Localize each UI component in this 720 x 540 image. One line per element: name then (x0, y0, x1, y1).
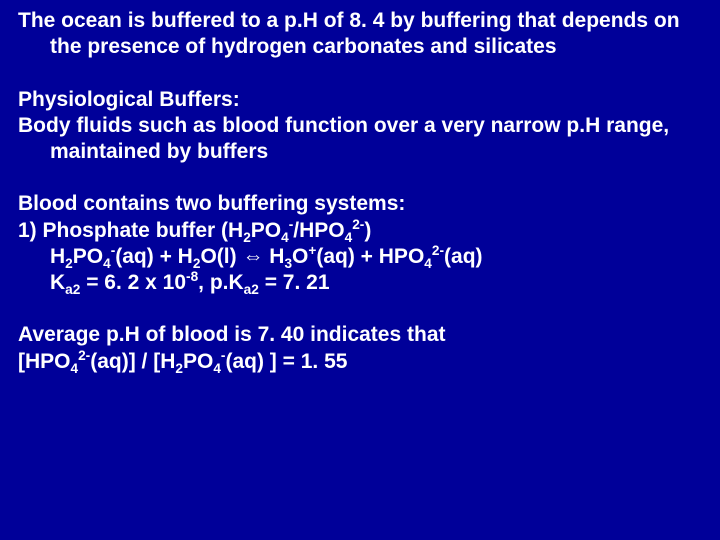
text: = 6. 2 x 10 (80, 271, 186, 294)
text-block: Body fluids such as blood function over … (18, 113, 702, 166)
text: (aq) ] = 1. 55 (225, 350, 347, 373)
superscript: -8 (186, 269, 198, 284)
subscript: 4 (71, 361, 79, 376)
text: 1) Phosphate buffer (H (18, 219, 243, 242)
text-line: The ocean is buffered to a p.H of 8. 4 b… (18, 9, 648, 32)
subscript: a2 (244, 282, 259, 297)
text: = 7. 21 (259, 271, 330, 294)
text: , p.K (198, 271, 244, 294)
subscript: 2 (175, 361, 183, 376)
text-block: The ocean is buffered to a p.H of 8. 4 b… (18, 8, 702, 61)
phosphate-buffer-line: 1) Phosphate buffer (H2PO4-/HPO42-) (18, 218, 702, 244)
text: /HPO (293, 219, 344, 242)
text: PO (251, 219, 281, 242)
text: O(l) (200, 245, 242, 268)
text: (aq)] / [H (90, 350, 175, 373)
paragraph-ocean: The ocean is buffered to a p.H of 8. 4 b… (18, 8, 702, 61)
equilibrium-arrow-icon: ⇔ (242, 245, 263, 268)
subscript: a2 (65, 282, 80, 297)
subscript: 4 (281, 230, 289, 245)
text-line: Body fluids such as blood function over … (18, 114, 600, 137)
text: (aq) + H (115, 245, 193, 268)
ratio-line: [HPO42-(aq)] / [H2PO4-(aq) ] = 1. 55 (18, 349, 702, 375)
subscript: 2 (65, 256, 73, 271)
subscript: 4 (213, 361, 221, 376)
text: O (292, 245, 308, 268)
text: (aq) + HPO (316, 245, 424, 268)
text: H (50, 245, 65, 268)
subscript: 4 (103, 256, 111, 271)
subscript: 3 (284, 256, 292, 271)
superscript: 2- (78, 348, 90, 363)
paragraph-blood-systems: Blood contains two buffering systems: 1)… (18, 191, 702, 296)
subscript: 4 (424, 256, 432, 271)
subscript: 2 (243, 230, 251, 245)
text: PO (73, 245, 103, 268)
text: ) (364, 219, 371, 242)
paragraph-physiological: Physiological Buffers: Body fluids such … (18, 87, 702, 166)
superscript: 2- (352, 217, 364, 232)
heading-line: Blood contains two buffering systems: (18, 191, 702, 217)
text: PO (183, 350, 213, 373)
text: [HPO (18, 350, 71, 373)
paragraph-average-ph: Average p.H of blood is 7. 40 indicates … (18, 322, 702, 375)
text: K (50, 271, 65, 294)
slide-content: The ocean is buffered to a p.H of 8. 4 b… (0, 0, 720, 409)
equation-line: H2PO4-(aq) + H2O(l) ⇔ H3O+(aq) + HPO42-(… (18, 244, 702, 270)
text: H (263, 245, 284, 268)
text-line: Average p.H of blood is 7. 40 indicates … (18, 322, 702, 348)
text: (aq) (444, 245, 483, 268)
ka-line: Ka2 = 6. 2 x 10-8, p.Ka2 = 7. 21 (18, 270, 702, 296)
heading-line: Physiological Buffers: (18, 87, 702, 113)
superscript: 2- (432, 243, 444, 258)
